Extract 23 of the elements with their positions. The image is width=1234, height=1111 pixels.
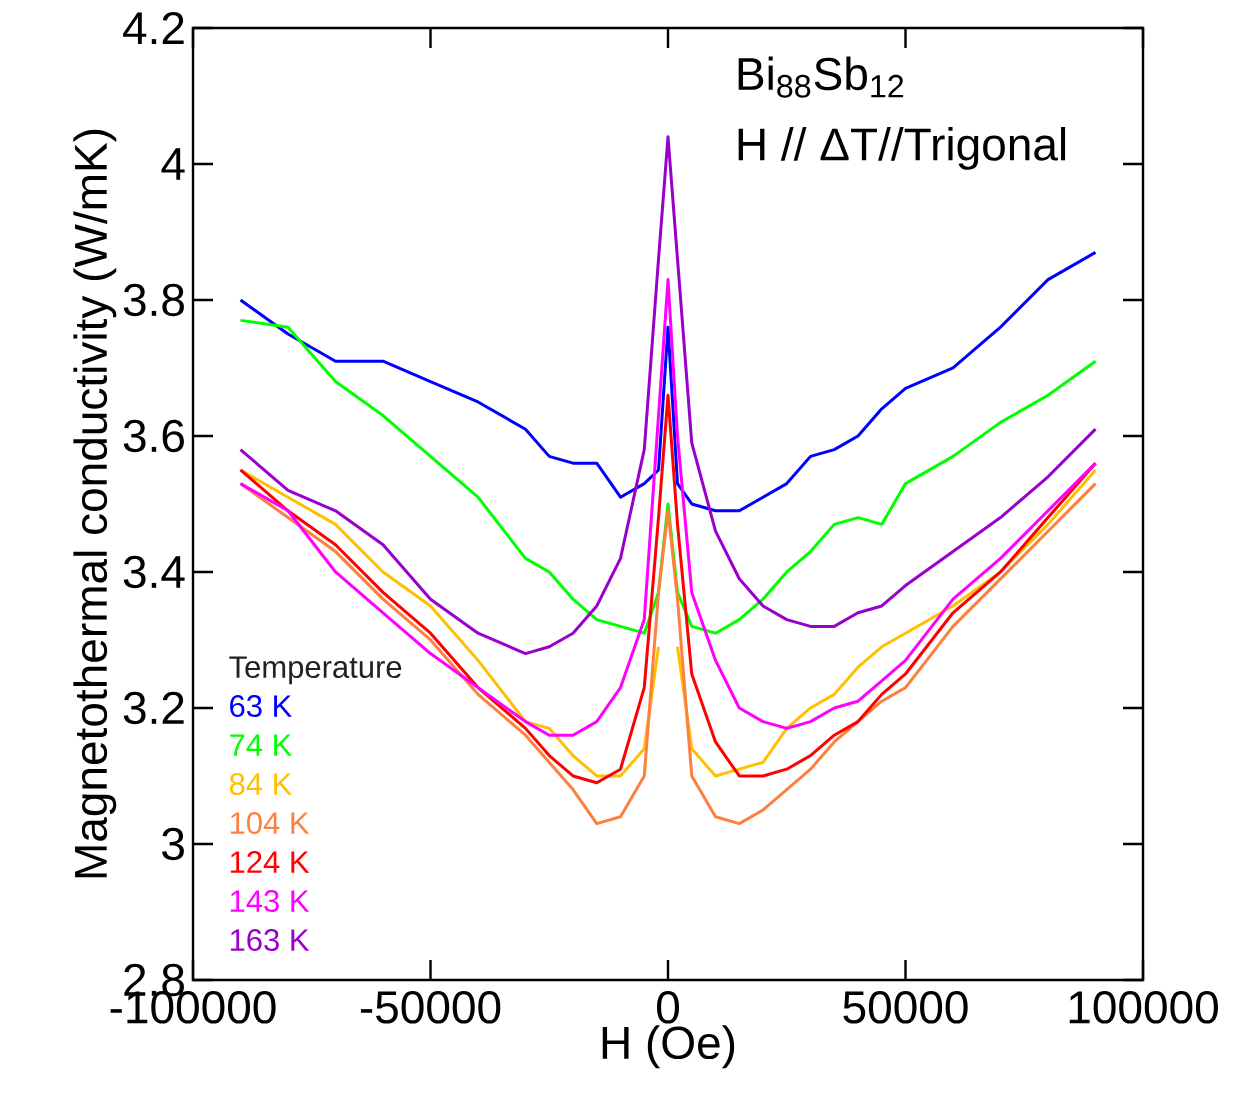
text: 124 K: [230, 851, 310, 873]
annotation: H // ΔT//Trigonal: [738, 126, 1066, 170]
text: 74 K: [230, 734, 292, 756]
y-axis-title: Magnetothermal conductivity (W/mK): [73, 129, 117, 878]
y-tick-label: 3.4: [123, 555, 185, 589]
y-tick-label: 3.2: [123, 691, 184, 725]
x-tick-label: 50000: [843, 991, 968, 1024]
text: 163 K: [230, 929, 310, 952]
legend-title: Temperature: [229, 656, 402, 685]
y-tick-label: 4.2: [123, 11, 184, 45]
text: 104 K: [230, 812, 310, 835]
x-tick-label: -50000: [360, 991, 501, 1024]
text: 84 K: [229, 773, 292, 796]
text: 63 K: [230, 695, 292, 718]
y-tick-label: 4: [161, 148, 185, 180]
x-tick-label: 100000: [1069, 991, 1218, 1024]
x-axis-title: H (Oe): [602, 1025, 735, 1069]
y-tick-label: 3: [162, 827, 184, 861]
y-tick-label: 3.6: [123, 419, 184, 453]
x-tick-label: 0: [657, 991, 680, 1024]
text: 143 K: [230, 890, 310, 913]
y-tick-label: 3.8: [123, 283, 184, 317]
annotation: Bi$_{88}$Sb$_{12}$: [738, 56, 904, 98]
